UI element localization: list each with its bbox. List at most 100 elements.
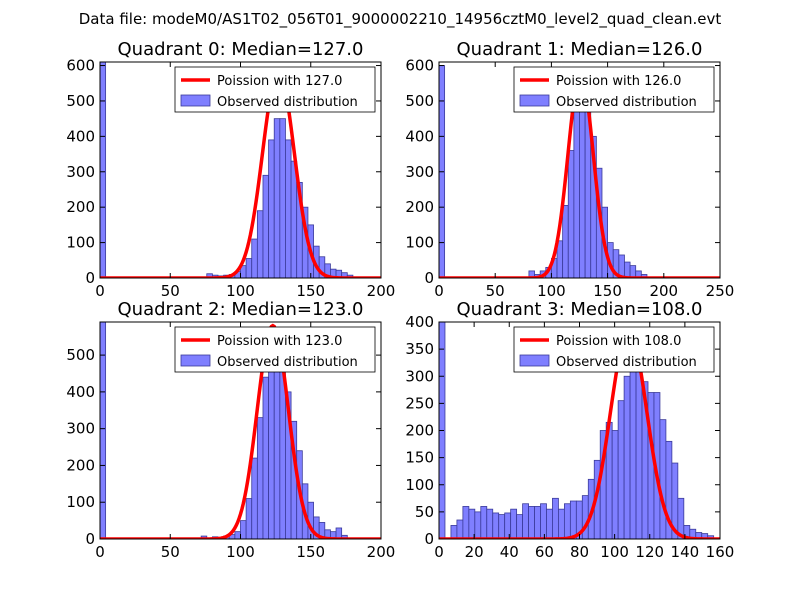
legend-bar-swatch xyxy=(519,94,550,107)
histogram-bar xyxy=(456,519,464,539)
panel-title: Quadrant 2: Median=123.0 xyxy=(118,299,364,320)
y-tick-label: 350 xyxy=(405,340,434,358)
x-tick-label: 50 xyxy=(161,543,180,561)
legend-bar-label: Observed distribution xyxy=(217,355,358,370)
x-tick-label: 250 xyxy=(706,282,735,300)
histogram-bar xyxy=(251,238,258,278)
y-tick-label: 500 xyxy=(66,346,95,364)
histogram-bar xyxy=(100,322,107,539)
histogram-bar xyxy=(522,503,529,539)
panel-title: Quadrant 1: Median=126.0 xyxy=(457,39,703,60)
y-tick-label: 0 xyxy=(424,269,434,287)
legend: Poission with 127.0 Observed distribution xyxy=(174,66,376,113)
y-tick-label: 250 xyxy=(405,394,434,412)
y-tick-label: 100 xyxy=(405,234,434,252)
x-tick-label: 150 xyxy=(296,282,325,300)
histogram-bar xyxy=(629,265,637,278)
y-tick-label: 400 xyxy=(405,313,434,331)
x-tick-label: 60 xyxy=(535,543,554,561)
legend-bar-swatch xyxy=(180,94,211,107)
panel-0: Quadrant 0: Median=127.0 0 50 100 150 200 0 100… xyxy=(66,39,395,300)
histogram-bar xyxy=(100,62,107,278)
x-tick-label: 100 xyxy=(226,543,255,561)
x-tick-label: 0 xyxy=(95,543,105,561)
x-tick-label: 160 xyxy=(706,543,735,561)
y-tick-label: 300 xyxy=(405,367,434,385)
x-tick-label: 50 xyxy=(161,282,180,300)
histogram-bar xyxy=(552,497,559,539)
x-tick-label: 140 xyxy=(671,543,700,561)
y-tick-label: 200 xyxy=(405,422,434,440)
histogram-bar xyxy=(629,348,637,539)
y-tick-label: 600 xyxy=(405,57,434,75)
histogram-bar xyxy=(335,527,343,539)
histogram-bar xyxy=(290,160,298,278)
histogram-bar xyxy=(240,520,247,539)
y-tick-label: 100 xyxy=(66,493,95,511)
histogram-bar xyxy=(251,457,258,539)
y-tick-label: 400 xyxy=(66,383,95,401)
legend-line-label: Poission with 123.0 xyxy=(217,334,342,349)
y-tick-label: 100 xyxy=(405,476,434,494)
y-tick-label: 400 xyxy=(66,127,95,145)
y-tick-label: 200 xyxy=(405,198,434,216)
x-tick-label: 100 xyxy=(600,543,629,561)
histogram-bar xyxy=(245,498,253,539)
legend-line-label: Poission with 126.0 xyxy=(556,74,681,89)
x-tick-label: 80 xyxy=(570,543,589,561)
histogram-bar xyxy=(462,506,470,539)
legend: Poission with 123.0 Observed distribution xyxy=(174,326,376,373)
histogram-bar xyxy=(624,261,631,278)
histogram-bar xyxy=(480,506,488,539)
histogram-bar xyxy=(623,375,631,539)
histogram-bar xyxy=(486,508,494,539)
histogram-bar xyxy=(268,139,275,278)
histogram-bar xyxy=(510,508,518,539)
y-tick-label: 0 xyxy=(424,530,434,548)
legend: Poission with 126.0 Observed distribution xyxy=(513,66,715,113)
y-tick-label: 300 xyxy=(66,420,95,438)
y-tick-label: 50 xyxy=(415,503,434,521)
x-tick-label: 120 xyxy=(635,543,664,561)
y-tick-label: 200 xyxy=(66,456,95,474)
x-tick-label: 50 xyxy=(486,282,505,300)
histogram-bar xyxy=(516,514,523,539)
y-tick-label: 0 xyxy=(85,269,95,287)
y-tick-label: 500 xyxy=(66,92,95,110)
x-tick-label: 200 xyxy=(367,543,396,561)
histogram-bar xyxy=(534,506,541,539)
legend-bar-swatch xyxy=(180,354,211,367)
histogram-bar xyxy=(498,514,506,539)
histogram-bar xyxy=(567,150,575,278)
panel-3: Quadrant 3: Median=108.0 0 20 40 60 80 100 120 1… xyxy=(405,299,734,561)
x-tick-label: 100 xyxy=(537,282,566,300)
x-tick-label: 200 xyxy=(367,282,396,300)
panel-title: Quadrant 3: Median=108.0 xyxy=(457,299,703,320)
legend-bar-label: Observed distribution xyxy=(217,95,358,110)
histogram-bar xyxy=(256,417,264,539)
histogram-bar xyxy=(528,506,535,539)
legend-bar-label: Observed distribution xyxy=(556,355,697,370)
histogram-bar xyxy=(245,258,253,278)
histogram-bar xyxy=(279,118,286,278)
panel-title: Quadrant 0: Median=127.0 xyxy=(118,39,364,60)
histogram-bar xyxy=(659,419,667,539)
poisson-curve xyxy=(439,328,720,539)
legend-line-label: Poission with 127.0 xyxy=(217,74,342,89)
y-tick-label: 600 xyxy=(66,57,95,75)
histogram-bar xyxy=(562,205,569,278)
y-tick-label: 100 xyxy=(66,234,95,252)
panel-1: Quadrant 1: Median=126.0 0 50 100 150 200 250 0… xyxy=(405,39,734,300)
y-tick-label: 300 xyxy=(405,163,434,181)
legend-bar-label: Observed distribution xyxy=(556,95,697,110)
histogram-bar xyxy=(546,508,553,539)
x-tick-label: 200 xyxy=(649,282,678,300)
x-tick-label: 150 xyxy=(296,543,325,561)
histogram-bar xyxy=(450,525,458,539)
panel-2: Quadrant 2: Median=123.0 0 50 100 150 200 0 100… xyxy=(66,299,395,561)
x-tick-label: 0 xyxy=(434,282,444,300)
y-tick-label: 500 xyxy=(405,92,434,110)
figure-suptitle: Data file: modeM0/AS1T02_056T01_90000022… xyxy=(79,10,722,29)
histogram-bar xyxy=(558,508,565,539)
